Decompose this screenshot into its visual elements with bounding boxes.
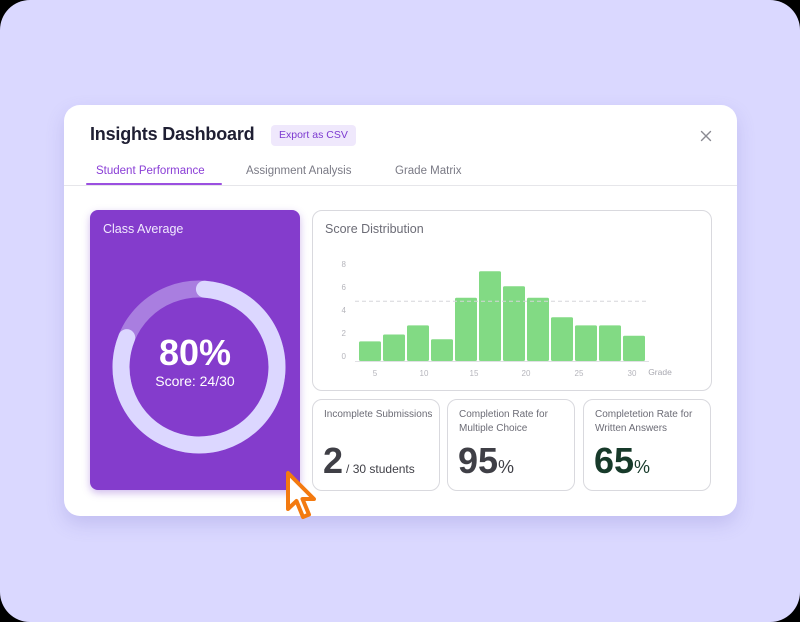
progress-ring xyxy=(112,280,286,454)
tab-bar: Student Performance Assignment Analysis … xyxy=(64,157,737,186)
tab-grade-matrix[interactable]: Grade Matrix xyxy=(395,165,462,177)
svg-text:5: 5 xyxy=(373,369,378,378)
x-axis-labels: 5 10 15 20 25 30 Grade xyxy=(373,367,672,378)
svg-text:8: 8 xyxy=(342,260,347,269)
class-average-card[interactable]: Class Average 80% Score: 24/30 xyxy=(90,210,300,490)
svg-text:Grade: Grade xyxy=(648,367,672,377)
tab-student-performance[interactable]: Student Performance xyxy=(96,165,205,177)
svg-text:15: 15 xyxy=(470,369,479,378)
svg-text:4: 4 xyxy=(342,306,347,315)
svg-text:0: 0 xyxy=(342,352,347,361)
svg-text:10: 10 xyxy=(420,369,429,378)
close-button[interactable] xyxy=(700,129,712,142)
stat-label: Incomplete Submissions xyxy=(324,409,433,420)
multiple-choice-completion-card: Completion Rate for Multiple Choice 95% xyxy=(447,399,575,491)
close-icon xyxy=(700,130,712,142)
stat-value: 2/ 30 students xyxy=(323,440,415,481)
class-average-title: Class Average xyxy=(103,222,184,236)
tab-assignment-analysis[interactable]: Assignment Analysis xyxy=(246,165,352,177)
incomplete-submissions-card: Incomplete Submissions 2/ 30 students xyxy=(312,399,440,491)
active-tab-indicator xyxy=(86,183,222,185)
class-average-percent: 80% xyxy=(158,332,232,373)
written-answers-completion-card: Completetion Rate for Written Answers 65… xyxy=(583,399,711,491)
y-axis-labels: 0 2 4 6 8 xyxy=(342,260,347,361)
svg-text:20: 20 xyxy=(522,369,531,378)
svg-text:30: 30 xyxy=(628,369,637,378)
histogram-bars xyxy=(359,271,645,361)
score-distribution-title: Score Distribution xyxy=(325,222,424,236)
svg-text:2: 2 xyxy=(342,329,347,338)
page-title: Insights Dashboard xyxy=(90,124,255,144)
export-csv-button[interactable]: Export as CSV xyxy=(271,125,356,146)
svg-text:25: 25 xyxy=(575,369,584,378)
stat-label: Completetion Rate for Written Answers xyxy=(595,409,693,434)
stat-value: 95% xyxy=(458,440,515,481)
score-distribution-card: Score Distribution 0 2 4 6 8 xyxy=(312,210,712,391)
class-average-score: Score: 24/30 xyxy=(155,373,235,389)
score-distribution-chart: 0 2 4 6 8 xyxy=(342,260,673,378)
svg-text:6: 6 xyxy=(342,283,347,292)
stat-value: 65% xyxy=(594,440,651,481)
stat-label: Completion Rate for Multiple Choice xyxy=(459,409,548,434)
dashboard-modal: Insights Dashboard Export as CSV Student… xyxy=(64,105,737,516)
mouse-cursor-icon xyxy=(286,471,316,519)
